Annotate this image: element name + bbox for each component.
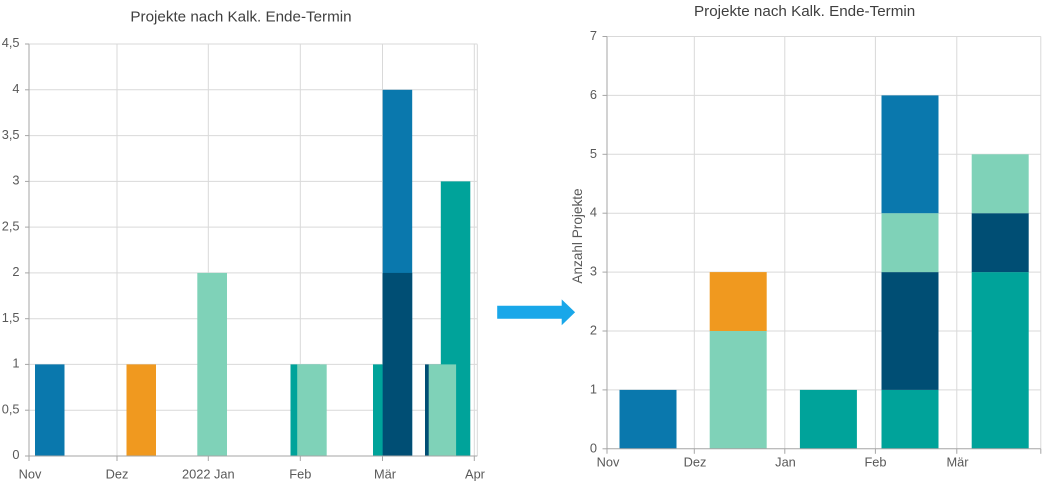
svg-text:1: 1 [12,356,19,371]
svg-text:2022 Jan: 2022 Jan [182,466,235,481]
svg-text:Projekte nach Kalk. Ende-Termi: Projekte nach Kalk. Ende-Termin [694,3,915,20]
svg-text:Dez: Dez [684,454,707,469]
svg-text:Nov: Nov [597,454,620,469]
svg-text:3: 3 [590,264,597,279]
svg-text:1: 1 [590,381,597,396]
svg-text:0: 0 [590,440,597,455]
svg-text:Feb: Feb [864,454,886,469]
svg-text:Dez: Dez [106,466,129,481]
svg-text:Apr: Apr [465,466,486,481]
svg-text:0: 0 [12,447,19,462]
svg-text:2,5: 2,5 [2,218,20,233]
svg-text:Mär: Mär [374,466,397,481]
svg-text:2: 2 [12,264,19,279]
svg-text:4,5: 4,5 [2,35,20,50]
svg-text:Feb: Feb [289,466,311,481]
svg-text:Anzahl Projekte: Anzahl Projekte [570,188,585,283]
svg-text:5: 5 [590,146,597,161]
svg-text:4: 4 [12,81,19,96]
svg-text:Mär: Mär [946,454,969,469]
svg-text:7: 7 [590,28,597,43]
svg-text:Nov: Nov [19,466,42,481]
svg-text:4: 4 [590,205,597,220]
svg-text:Jan: Jan [775,454,796,469]
svg-text:3,5: 3,5 [2,127,20,142]
svg-text:1,5: 1,5 [2,310,20,325]
svg-text:2: 2 [590,323,597,338]
svg-text:3: 3 [12,173,19,188]
svg-text:Projekte nach Kalk. Ende-Termi: Projekte nach Kalk. Ende-Termin [130,9,351,26]
svg-text:0,5: 0,5 [2,401,20,416]
svg-text:6: 6 [590,87,597,102]
